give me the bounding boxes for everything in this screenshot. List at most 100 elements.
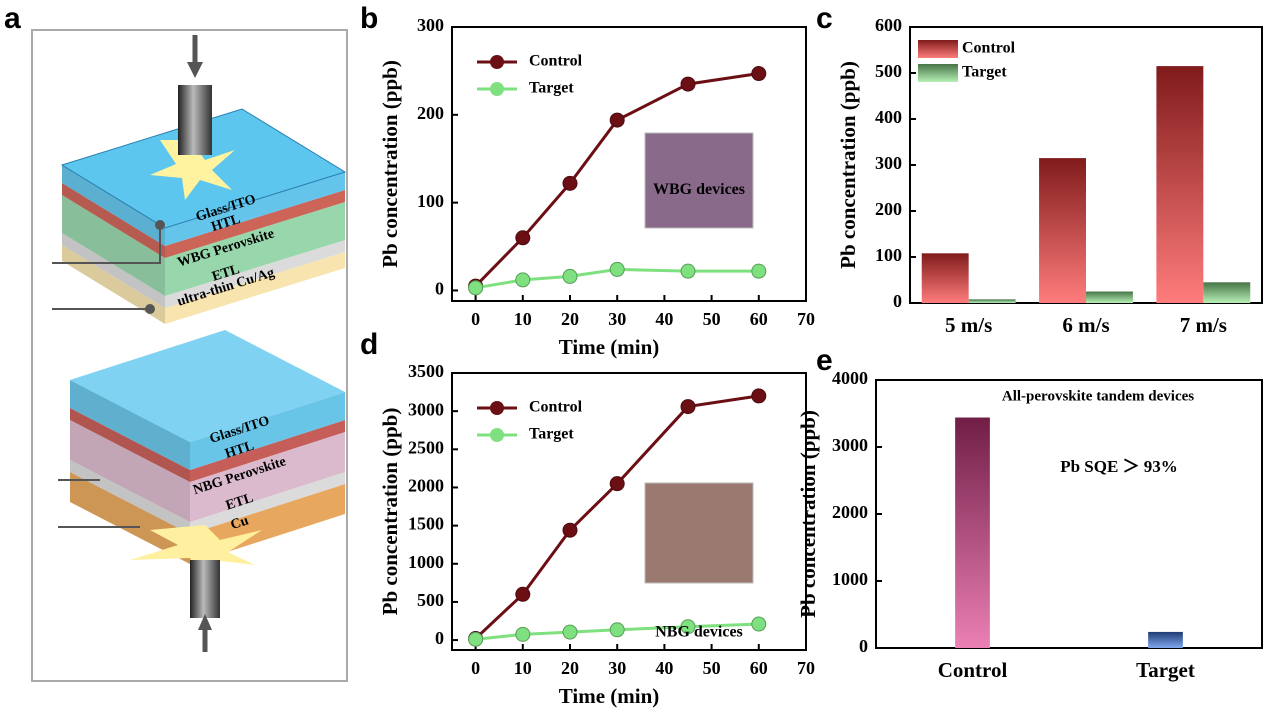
- legend-marker: [490, 82, 504, 96]
- data-point: [680, 619, 696, 635]
- layer-left-face: [62, 183, 165, 258]
- y-tick-label: 300: [417, 15, 444, 35]
- impact-flash: [130, 525, 262, 575]
- y-tick-label: 200: [417, 103, 444, 123]
- x-tick-label: 10: [514, 309, 532, 329]
- x-axis-label: Time (min): [559, 684, 660, 708]
- y-tick-label: 100: [417, 191, 444, 211]
- annotation: Pb SQE ＞ 93%: [1060, 457, 1178, 476]
- x-tick-label: 5 m/s: [945, 313, 992, 337]
- y-tick-label: 100: [875, 245, 902, 265]
- legend-swatch: [918, 64, 958, 82]
- wire-dot: [145, 304, 155, 314]
- y-axis-label: Pb concentration (ppb): [378, 60, 402, 268]
- data-point: [515, 272, 531, 288]
- series-line: [474, 394, 760, 640]
- y-tick-label: 4000: [832, 368, 868, 388]
- data-point: [468, 631, 484, 647]
- x-tick-label: 40: [655, 309, 673, 329]
- x-tick-label: 20: [561, 658, 579, 678]
- layer-left-face: [62, 195, 165, 296]
- x-tick-label: 70: [797, 309, 815, 329]
- bar: [921, 253, 969, 303]
- layer-right-face: [165, 190, 345, 258]
- y-tick-label: 500: [417, 590, 444, 610]
- data-point: [609, 476, 625, 492]
- data-point: [562, 522, 578, 538]
- rod: [190, 560, 220, 618]
- data-point: [562, 175, 578, 191]
- layer-right-face: [165, 252, 345, 324]
- layer-left-face: [62, 165, 165, 246]
- data-point: [680, 263, 696, 279]
- legend-marker: [490, 401, 504, 415]
- y-tick-label: 500: [875, 61, 902, 81]
- panel-label: d: [360, 328, 378, 361]
- layer-left-face: [70, 420, 190, 522]
- panel-a-frame: [31, 29, 348, 682]
- panel-label: c: [816, 2, 833, 35]
- layer-left-face: [70, 408, 190, 482]
- y-tick-label: 400: [875, 107, 902, 127]
- y-tick-label: 200: [875, 199, 902, 219]
- data-point: [751, 66, 767, 82]
- panel-label: b: [360, 2, 378, 35]
- x-tick-label: 0: [471, 658, 480, 678]
- y-tick-label: 2500: [408, 437, 444, 457]
- annotation: WBG devices: [653, 181, 745, 198]
- data-point: [680, 399, 696, 415]
- y-tick-label: 3000: [408, 399, 444, 419]
- arrow-head: [198, 614, 212, 630]
- x-tick-label: Target: [1136, 658, 1195, 682]
- x-tick-label: 20: [561, 309, 579, 329]
- x-tick-label: 30: [608, 309, 626, 329]
- layer-right-face: [190, 432, 345, 522]
- bar: [1156, 66, 1204, 303]
- data-point: [562, 624, 578, 640]
- layer-label: Cu: [229, 513, 251, 533]
- layer-left-face: [70, 460, 190, 534]
- bar: [955, 417, 990, 648]
- data-point: [515, 230, 531, 246]
- legend-label: Target: [962, 64, 1007, 81]
- y-axis-label: Pb concentration (ppb): [836, 61, 860, 269]
- y-tick-label: 3000: [832, 435, 868, 455]
- x-tick-label: 10: [514, 658, 532, 678]
- x-tick-label: 50: [703, 309, 721, 329]
- x-tick-label: 7 m/s: [1180, 313, 1227, 337]
- x-axis-label: Time (min): [559, 335, 660, 359]
- bar: [968, 299, 1016, 303]
- data-point: [751, 388, 767, 404]
- legend-label: Target: [529, 426, 574, 443]
- series-line: [475, 267, 759, 290]
- wire-dot: [155, 220, 165, 230]
- data-point: [751, 263, 767, 279]
- series-line: [475, 622, 759, 641]
- data-point: [515, 626, 531, 642]
- bar: [1203, 282, 1251, 303]
- data-point: [562, 268, 578, 284]
- data-point: [609, 261, 625, 277]
- y-axis-label: Pb concentration (ppb): [796, 410, 820, 618]
- y-tick-label: 1500: [408, 514, 444, 534]
- y-axis-label: Pb concentration (ppb): [378, 408, 402, 616]
- legend-label: Control: [962, 40, 1016, 57]
- annotation: All-perovskite tandem devices: [1002, 388, 1194, 404]
- y-tick-label: 300: [875, 153, 902, 173]
- y-tick-label: 2000: [408, 476, 444, 496]
- plot-frame: [451, 26, 807, 302]
- data-point: [515, 586, 531, 602]
- layer-right-face: [190, 392, 345, 470]
- y-tick-label: 3500: [408, 361, 444, 381]
- layer-top-face: [70, 330, 345, 442]
- legend-label: Control: [529, 53, 583, 70]
- nbg-photo: [644, 482, 754, 584]
- wbg-photo: [644, 132, 754, 229]
- data-point: [609, 622, 625, 638]
- x-tick-label: 6 m/s: [1062, 313, 1109, 337]
- impact-flash: [150, 140, 235, 200]
- layer-right-face: [190, 472, 345, 534]
- annotation: NBG devices: [655, 624, 743, 641]
